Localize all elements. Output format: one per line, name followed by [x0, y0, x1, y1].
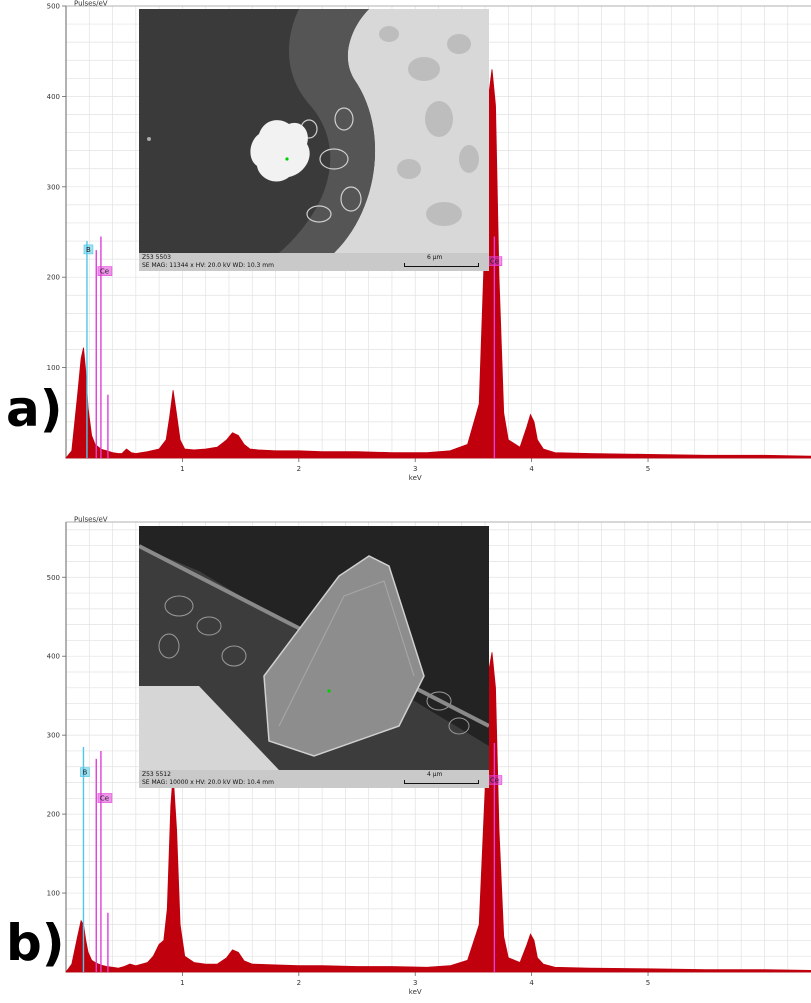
sem-image-a — [139, 9, 489, 253]
x-tick-label: 4 — [529, 465, 534, 473]
y-tick-label: 300 — [47, 183, 60, 191]
panel-label-b: b) — [6, 914, 65, 972]
sem-sample-id-a: Z53 5503 — [142, 254, 171, 261]
element-tag-box — [80, 767, 90, 777]
x-tick-label: 3 — [413, 465, 417, 473]
element-tag-ce: Ce — [97, 266, 113, 276]
sem-acquisition-params-b: SE MAG: 10000 x HV: 20.0 kV WD: 10.4 mm — [142, 779, 274, 786]
element-tag-label: Ce — [490, 777, 499, 785]
element-tag-box — [83, 244, 94, 255]
eds-spectrum-panel-a: 100 200 300 400 500 1 2 3 4 5 Pulses/eV keV B Ce Ce — [0, 0, 811, 500]
y-tick-label: 200 — [47, 811, 60, 819]
x-tick-label: 5 — [646, 979, 650, 987]
x-tick-label: 5 — [646, 465, 650, 473]
x-tick-label: 3 — [413, 979, 417, 987]
y-tick-label: 100 — [47, 890, 60, 898]
y-tick-label: 400 — [47, 653, 60, 661]
element-tag-label: Ce — [490, 258, 499, 266]
scale-bar-label-a: 6 µm — [427, 254, 443, 261]
y-tick-label: 300 — [47, 732, 60, 740]
y-tick-label: 500 — [47, 574, 60, 582]
element-tag-label: Ce — [100, 268, 109, 276]
x-tick-label: 4 — [529, 979, 534, 987]
element-tag-box — [97, 266, 113, 276]
x-tick-label: 2 — [297, 465, 301, 473]
panel-label-a: a) — [6, 380, 63, 438]
element-tag-box — [97, 793, 113, 803]
x-axis-title-a: keV — [409, 474, 422, 482]
sem-sample-id-b: Z53 5512 — [142, 771, 171, 778]
element-tag-label: B — [82, 769, 87, 777]
sem-micrograph-b: Z53 5512 SE MAG: 10000 x HV: 20.0 kV WD:… — [139, 526, 489, 788]
sem-info-bar-b: Z53 5512 SE MAG: 10000 x HV: 20.0 kV WD:… — [139, 770, 489, 788]
y-tick-label: 500 — [47, 3, 60, 11]
scale-bar-label-b: 4 µm — [427, 771, 443, 778]
sem-image-b — [139, 526, 489, 770]
y-tick-label: 200 — [47, 274, 60, 282]
spectrum-area-a — [65, 69, 811, 459]
spectrum-area-b — [65, 652, 811, 973]
element-tag-b: B — [83, 244, 94, 255]
sem-micrograph-a: Z53 5503 SE MAG: 11344 x HV: 20.0 kV WD:… — [139, 9, 489, 271]
element-tag-ce: Ce — [97, 793, 113, 803]
x-tick-label: 1 — [180, 979, 184, 987]
y-tick-label: 100 — [47, 364, 60, 372]
x-tick-label: 2 — [297, 979, 301, 987]
scale-bar-a — [404, 263, 479, 267]
x-tick-label: 1 — [180, 465, 184, 473]
scale-bar-b — [404, 780, 479, 784]
element-tag-label: B — [86, 246, 91, 254]
element-tag-b: B — [80, 767, 90, 777]
sem-acquisition-params-a: SE MAG: 11344 x HV: 20.0 kV WD: 10.3 mm — [142, 262, 274, 269]
element-tag-ce: Ce — [487, 256, 503, 266]
element-tag-label: Ce — [100, 795, 109, 803]
element-tag-ce: Ce — [487, 775, 503, 785]
sem-info-bar-a: Z53 5503 SE MAG: 11344 x HV: 20.0 kV WD:… — [139, 253, 489, 271]
y-tick-label: 400 — [47, 93, 60, 101]
x-axis-title-b: keV — [409, 988, 422, 996]
eds-spectrum-panel-b: 100 200 300 400 500 1 2 3 4 5 Pulses/eV keV B Ce Ce Z5… — [0, 512, 811, 1003]
y-axis-title-a: Pulses/eV — [74, 0, 108, 8]
y-axis-title-b: Pulses/eV — [74, 516, 108, 524]
